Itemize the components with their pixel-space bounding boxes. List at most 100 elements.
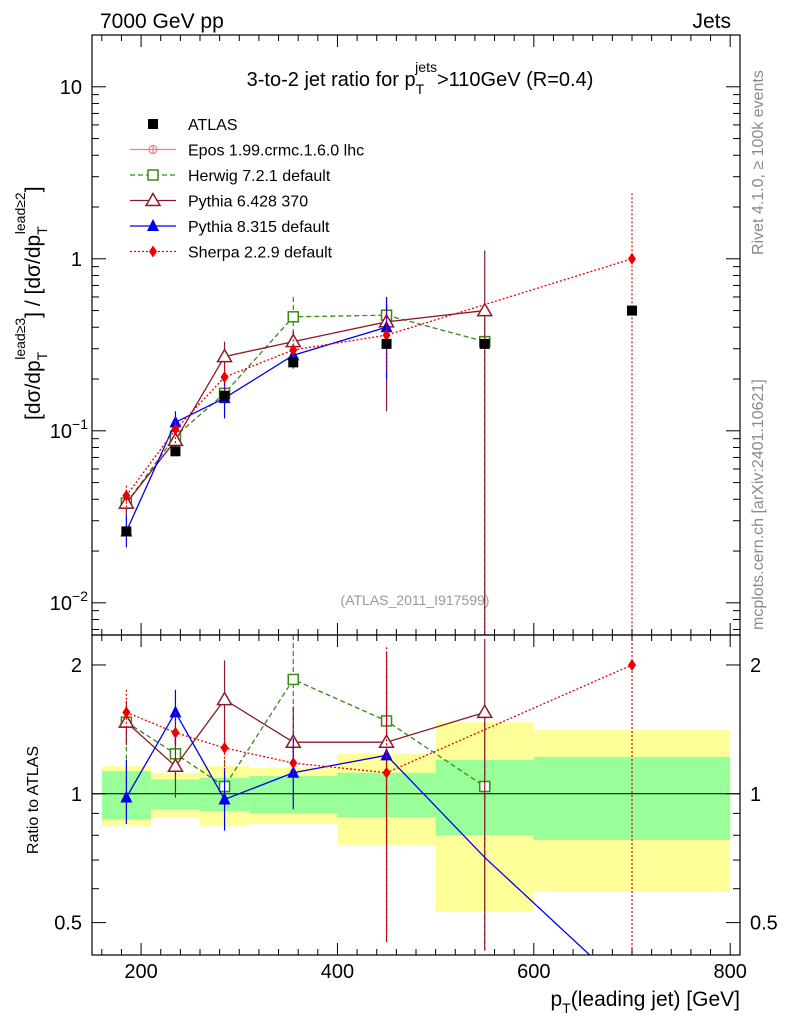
legend-marker-3 bbox=[144, 192, 162, 207]
x-tick-label-600: 600 bbox=[517, 961, 550, 983]
ratio-point-herwig-0-3 bbox=[287, 673, 300, 686]
main-point-pythia-1-2 bbox=[216, 348, 233, 363]
ratio-tick-label-right-1: 1 bbox=[750, 784, 761, 806]
atlas-point-1 bbox=[170, 446, 181, 457]
ratio-tick-label-right-2: 2 bbox=[750, 655, 761, 677]
ratio-point-pythia-2-0 bbox=[120, 790, 133, 803]
ratio-point-pythia-1-2 bbox=[216, 691, 233, 706]
ratio-uncertainty-bands bbox=[92, 722, 740, 912]
main-point-sherpa-3-0 bbox=[122, 489, 131, 502]
x-axis-label: pT(leading jet) [GeV] bbox=[550, 988, 740, 1016]
main-point-sherpa-3-2 bbox=[220, 371, 229, 384]
xlabel-a: p bbox=[550, 988, 562, 1011]
y-tick-base-0: 10 bbox=[50, 593, 72, 615]
ratio-line-sherpa-3 bbox=[126, 664, 633, 774]
band-stat-6 bbox=[533, 756, 731, 840]
x-tick-label-200: 200 bbox=[124, 961, 157, 983]
legend-label-0: ATLAS bbox=[188, 117, 238, 134]
main-point-herwig-0-3 bbox=[287, 311, 300, 323]
ratio-line-pythia-1 bbox=[125, 698, 485, 768]
atlas-point-5 bbox=[479, 338, 490, 349]
main-line-sherpa-3 bbox=[125, 258, 633, 496]
title-sup: jets bbox=[414, 59, 437, 75]
legend-label-4: Pythia 8.315 default bbox=[188, 219, 330, 236]
header-energy: 7000 GeV pp bbox=[100, 10, 224, 33]
xlabel-b: (leading jet) [GeV] bbox=[571, 988, 740, 1011]
legend: ATLAS Epos 1.99.crmc.1.6.0 lhc Herwig 7.2.… bbox=[130, 117, 364, 262]
title-text-a: 3-to-2 jet ratio for p bbox=[247, 69, 416, 91]
legend-marker-4 bbox=[147, 219, 159, 231]
ratio-point-sherpa-3-5 bbox=[628, 658, 636, 671]
main-panel-series bbox=[118, 193, 637, 635]
ratio-point-pythia-2-3 bbox=[287, 765, 300, 778]
main-point-sherpa-3-5 bbox=[628, 252, 636, 265]
analysis-watermark: (ATLAS_2011_I917599) bbox=[341, 592, 490, 608]
main-point-sherpa-3-1 bbox=[171, 423, 180, 436]
ratio-point-pythia-1-5 bbox=[476, 703, 494, 719]
atlas-point-0 bbox=[121, 526, 132, 537]
ratio-tick-label-left-1: 1 bbox=[71, 784, 82, 806]
atlas-point-4 bbox=[381, 338, 392, 349]
y-tick-label-2: 1 bbox=[71, 249, 82, 271]
ylabel-a: [dσ/dp bbox=[22, 360, 45, 420]
main-point-pythia-2-4 bbox=[380, 320, 393, 333]
ratio-point-pythia-2-4 bbox=[380, 748, 393, 761]
title-text-b: >110GeV (R=0.4) bbox=[437, 69, 593, 91]
main-line-pythia-1 bbox=[125, 309, 485, 504]
y-tick-exp-1: −1 bbox=[72, 416, 88, 432]
ratio-line-herwig-0 bbox=[126, 678, 486, 788]
x-tick-label-800: 800 bbox=[713, 961, 746, 983]
ratio-point-sherpa-3-3 bbox=[289, 757, 298, 770]
legend-marker-0 bbox=[148, 119, 158, 129]
ratio-panel-series bbox=[118, 635, 636, 955]
chart-title: 3-to-2 jet ratio for pTjets>110GeV (R=0.… bbox=[247, 59, 594, 97]
main-point-sherpa-3-3 bbox=[289, 343, 298, 356]
main-point-pythia-1-1 bbox=[167, 431, 184, 447]
atlas-point-2 bbox=[219, 390, 230, 401]
mcplots-reference-label: mcplots.cern.ch [arXiv:2401.10621] bbox=[750, 379, 767, 630]
ratio-y-axis-label: Ratio to ATLAS bbox=[25, 746, 42, 854]
y-tick-base-1: 10 bbox=[50, 421, 72, 443]
y-tick-exp-0: −2 bbox=[72, 588, 88, 604]
legend-marker-5 bbox=[149, 245, 157, 258]
y-tick-base-2: 1 bbox=[71, 249, 82, 271]
x-tick-label-400: 400 bbox=[321, 961, 354, 983]
ratio-tick-label-left-0.5: 0.5 bbox=[54, 913, 82, 935]
xlabel-sub: T bbox=[562, 1000, 571, 1016]
legend-label-5: Sherpa 2.2.9 default bbox=[188, 245, 333, 262]
legend-label-3: Pythia 6.428 370 bbox=[188, 194, 308, 211]
y-tick-label-1: 10−1 bbox=[50, 416, 88, 443]
ratio-point-sherpa-3-2 bbox=[220, 741, 229, 754]
ratio-point-pythia-2-2 bbox=[218, 792, 231, 805]
ylabel-b: ] / [dσ/dp bbox=[22, 235, 45, 318]
ratio-point-pythia-1-1 bbox=[167, 757, 184, 772]
legend-marker-2 bbox=[147, 169, 159, 181]
title-sub: T bbox=[416, 81, 425, 97]
atlas-point-6 bbox=[627, 305, 637, 316]
ylabel-a-sub: T bbox=[34, 351, 50, 360]
ratio-tick-label-left-2: 2 bbox=[71, 655, 82, 677]
ratio-point-sherpa-3-4 bbox=[382, 766, 391, 779]
ratio-point-pythia-2-1 bbox=[169, 705, 182, 718]
ratio-tick-label-right-0.5: 0.5 bbox=[750, 913, 778, 935]
y-tick-label-0: 10−2 bbox=[50, 588, 88, 615]
ratio-point-sherpa-3-0 bbox=[122, 706, 131, 719]
ylabel-b-sup: lead≥2 bbox=[12, 192, 28, 234]
ylabel-b-sub: T bbox=[34, 226, 50, 235]
main-point-sherpa-3-4 bbox=[382, 329, 391, 342]
rivet-version-label: Rivet 4.1.0, ≥ 100k events bbox=[750, 70, 767, 255]
main-point-pythia-1-5 bbox=[476, 302, 494, 317]
y-tick-label-3: 10 bbox=[60, 77, 82, 99]
atlas-point-3 bbox=[288, 357, 299, 368]
ratio-point-sherpa-3-1 bbox=[171, 726, 180, 739]
legend-label-1: Epos 1.99.crmc.1.6.0 lhc bbox=[188, 143, 364, 160]
main-y-axis-label: [dσ/dpTlead≥3] / [dσ/dpTlead≥2] bbox=[12, 186, 50, 420]
ylabel-a-sup: lead≥3 bbox=[12, 318, 28, 360]
main-line-herwig-0 bbox=[125, 314, 485, 504]
legend-marker-1 bbox=[148, 144, 158, 155]
legend-label-2: Herwig 7.2.1 default bbox=[188, 168, 331, 185]
y-tick-base-3: 10 bbox=[60, 77, 82, 99]
ylabel-c: ] bbox=[22, 186, 45, 192]
